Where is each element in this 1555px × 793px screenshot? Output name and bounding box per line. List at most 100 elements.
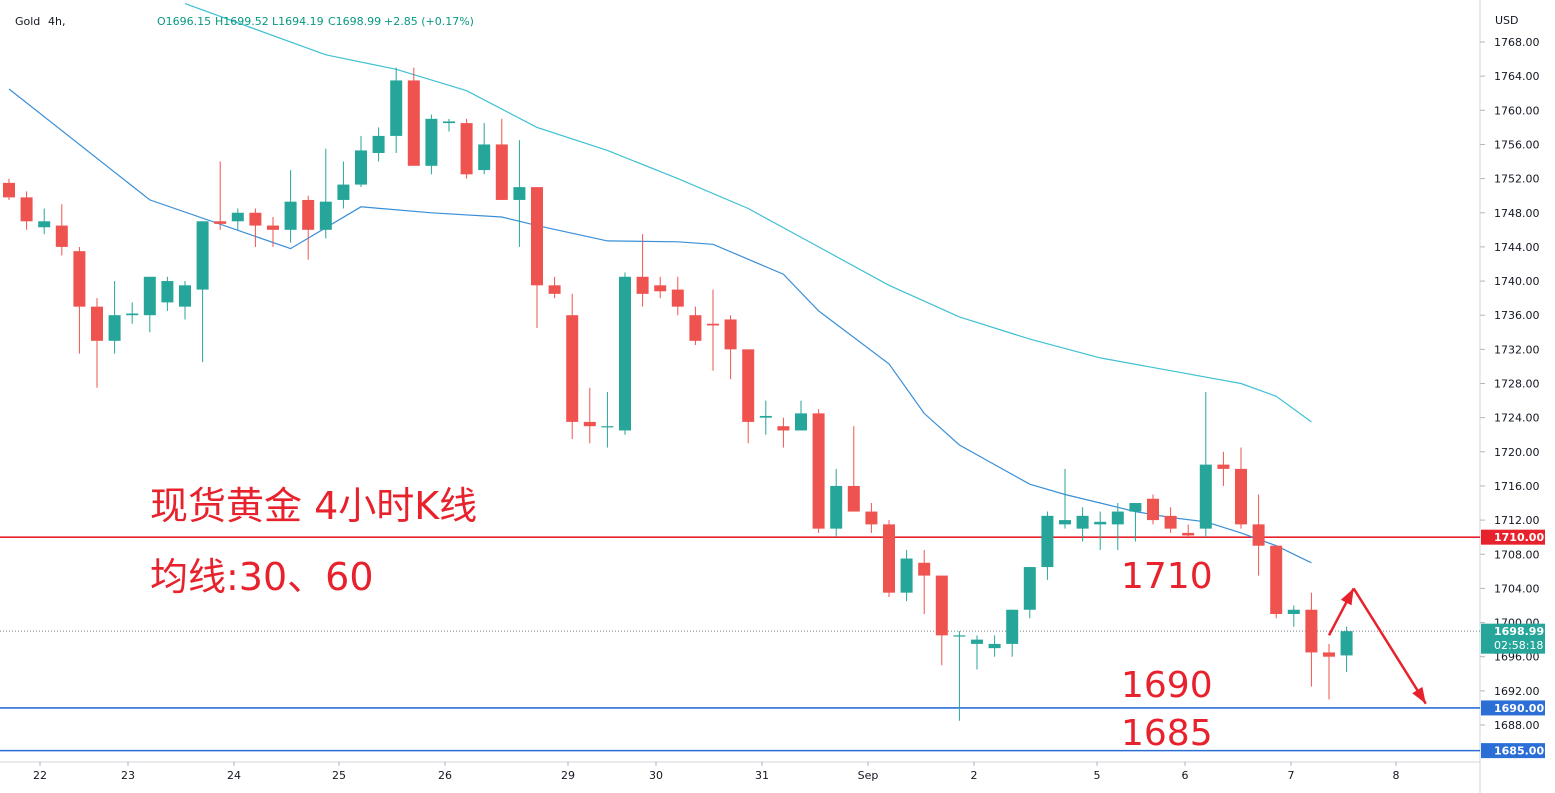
candle[interactable] [1059,468,1071,529]
candle[interactable] [1199,392,1212,538]
candle[interactable] [742,349,755,444]
candle-body [566,315,579,422]
candle[interactable] [196,221,209,363]
candle[interactable] [812,409,825,533]
candle[interactable] [355,135,367,188]
candle[interactable] [689,306,702,346]
price-tick-label: 1688.00 [1494,719,1540,732]
candle[interactable] [1041,511,1054,580]
candle[interactable] [55,204,68,256]
candle[interactable] [1235,447,1247,529]
candle[interactable] [3,178,15,200]
candle-body [583,421,596,427]
candle[interactable] [73,246,86,354]
candle[interactable] [953,631,966,721]
candle-body [460,123,473,175]
candle[interactable] [830,468,843,538]
candle[interactable] [337,161,350,209]
candle[interactable] [918,549,931,615]
candle[interactable] [1129,503,1142,542]
candle-body [918,562,931,576]
candle[interactable] [1182,524,1195,538]
candle[interactable] [777,417,790,448]
candle-body [126,313,139,316]
candle[interactable] [1270,545,1283,619]
candle-body [601,426,614,428]
chart-title-annotation: 现货黄金 4小时K线 [150,484,477,528]
candle-body [847,485,860,512]
candle[interactable] [390,67,403,153]
candle[interactable] [513,140,526,247]
candle[interactable] [1340,626,1353,673]
candle[interactable] [847,426,860,512]
price-tick-label: 1724.00 [1494,412,1540,425]
candle[interactable] [108,281,121,354]
candle[interactable] [671,276,684,316]
candle[interactable] [1006,609,1019,657]
candle[interactable] [636,234,649,307]
candle[interactable] [1023,567,1036,619]
time-tick-label: 26 [438,769,452,782]
candle-body [548,285,561,294]
candle[interactable] [443,118,455,132]
candle[interactable] [1094,511,1107,550]
candle[interactable] [161,276,174,311]
candle-body [337,184,350,200]
low-value: L1694.19 [272,15,324,28]
candle[interactable] [38,208,51,235]
candle[interactable] [988,635,1001,657]
candle[interactable] [1147,494,1159,525]
candle[interactable] [1111,503,1124,550]
candle[interactable] [1252,494,1265,576]
candle[interactable] [91,298,103,388]
candle[interactable] [601,392,614,448]
candle[interactable] [495,118,508,200]
candle[interactable] [1287,605,1300,627]
candle[interactable] [654,276,667,299]
candle[interactable] [900,549,913,602]
candle[interactable] [372,127,385,162]
candle-body [812,413,825,529]
candle[interactable] [478,123,491,175]
candle-body [214,221,227,224]
candle[interactable] [759,400,772,435]
candle[interactable] [1323,643,1335,700]
candle[interactable] [407,67,420,166]
interval-label[interactable]: 4h, [48,15,65,28]
candle-body [531,187,543,286]
candle[interactable] [548,276,561,299]
candle[interactable] [1305,592,1318,687]
candle[interactable] [1217,451,1230,486]
candle[interactable] [143,276,156,333]
symbol-name[interactable]: Gold [15,15,40,28]
candle[interactable] [724,315,737,380]
candle[interactable] [267,217,279,247]
candle[interactable] [707,289,719,371]
candle[interactable] [460,118,473,179]
time-tick-label: 6 [1182,769,1189,782]
candle[interactable] [20,191,33,230]
candle[interactable] [883,520,895,597]
candle[interactable] [795,400,807,431]
candle[interactable] [619,272,631,435]
candle[interactable] [126,302,139,324]
candle[interactable] [249,208,262,247]
candle[interactable] [302,195,315,260]
candle[interactable] [284,170,297,243]
level-label-1690: 1690 [1121,665,1213,706]
candle[interactable] [1164,507,1177,533]
candle[interactable] [231,208,244,230]
candle[interactable] [179,281,191,320]
candle[interactable] [971,635,983,670]
candle[interactable] [935,575,948,666]
candle[interactable] [425,114,438,175]
candle[interactable] [319,148,332,239]
candle[interactable] [566,293,579,439]
candle[interactable] [865,503,878,533]
candle[interactable] [1076,507,1089,542]
candle[interactable] [214,161,227,230]
candle[interactable] [583,387,596,444]
candle[interactable] [531,187,543,329]
price-tick-label: 1692.00 [1494,685,1540,698]
